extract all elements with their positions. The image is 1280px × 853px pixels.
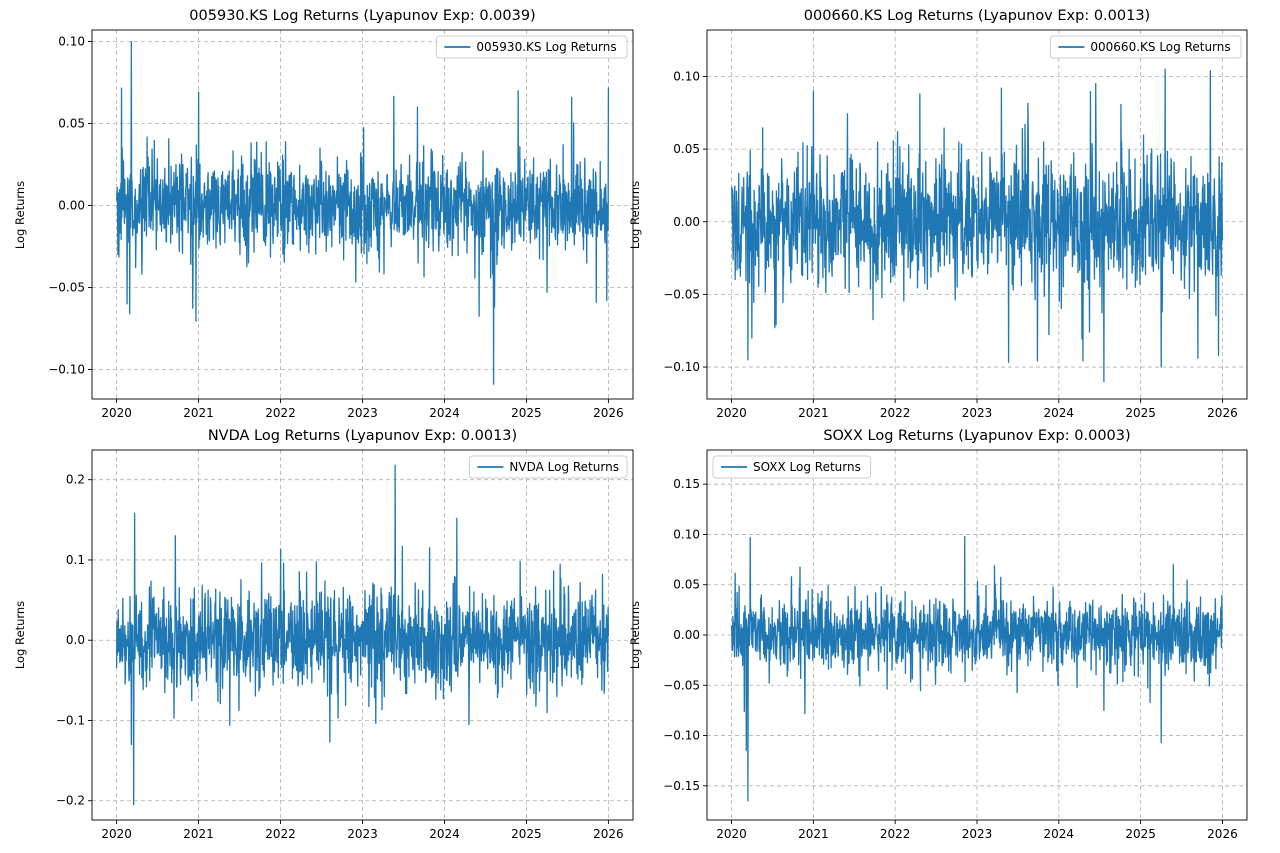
series-line	[115, 40, 610, 385]
y-tick-label: −0.10	[48, 362, 85, 376]
chart-title: 005930.KS Log Returns (Lyapunov Exp: 0.0…	[189, 8, 536, 24]
legend-label: SOXX Log Returns	[753, 460, 861, 474]
y-tick-label: 0.10	[673, 527, 700, 541]
x-tick-label: 2020	[716, 406, 747, 420]
x-tick-label: 2025	[1125, 827, 1156, 841]
legend-label: 005930.KS Log Returns	[476, 40, 616, 54]
x-tick-label: 2024	[1044, 406, 1075, 420]
legend-box	[712, 455, 872, 479]
y-tick-label: −0.10	[663, 360, 700, 374]
x-tick-label: 2022	[880, 827, 911, 841]
x-tick-label: 2023	[347, 827, 378, 841]
x-tick-label: 2020	[716, 827, 747, 841]
legend-label: 000660.KS Log Returns	[1090, 40, 1230, 54]
legend: 005930.KS Log Returns	[435, 35, 628, 59]
y-tick-label: −0.05	[663, 287, 700, 301]
legend: NVDA Log Returns	[468, 455, 628, 479]
legend: SOXX Log Returns	[712, 455, 872, 479]
y-tick-label: 0.00	[673, 215, 700, 229]
x-tick-label: 2025	[511, 827, 542, 841]
x-tick-label: 2021	[798, 406, 829, 420]
legend: 000660.KS Log Returns	[1049, 35, 1242, 59]
legend-label: NVDA Log Returns	[509, 460, 619, 474]
y-tick-label: −0.1	[56, 713, 85, 727]
x-tick-label: 2021	[183, 827, 214, 841]
x-tick-label: 2023	[347, 406, 378, 420]
series-line	[730, 68, 1224, 383]
series-line	[115, 464, 610, 806]
y-tick-label: −0.15	[663, 779, 700, 793]
legend-box	[468, 455, 628, 479]
y-tick-label: 0.00	[673, 628, 700, 642]
series-line	[730, 535, 1224, 802]
y-tick-label: 0.00	[58, 198, 85, 212]
y-tick-label: 0.10	[58, 34, 85, 48]
y-tick-label: 0.0	[66, 633, 85, 647]
chart-title: 000660.KS Log Returns (Lyapunov Exp: 0.0…	[803, 8, 1151, 24]
x-tick-label: 2025	[511, 406, 542, 420]
legend-box	[435, 35, 628, 59]
y-tick-label: 0.1	[66, 553, 85, 567]
x-tick-label: 2026	[593, 406, 624, 420]
y-tick-label: −0.05	[48, 280, 85, 294]
y-tick-label: 0.10	[673, 69, 700, 83]
x-tick-label: 2023	[962, 406, 993, 420]
y-tick-label: −0.10	[663, 729, 700, 743]
x-tick-label: 2024	[429, 406, 460, 420]
x-tick-label: 2026	[1207, 406, 1238, 420]
legend-box	[1049, 35, 1242, 59]
x-tick-label: 2024	[1044, 827, 1075, 841]
y-tick-label: 0.05	[673, 578, 700, 592]
chart-title: NVDA Log Returns (Lyapunov Exp: 0.0013)	[207, 428, 518, 444]
x-tick-label: 2021	[798, 827, 829, 841]
x-tick-label: 2025	[1125, 406, 1156, 420]
chart-title: SOXX Log Returns (Lyapunov Exp: 0.0003)	[823, 428, 1131, 444]
y-tick-label: −0.2	[56, 794, 85, 808]
x-tick-label: 2020	[101, 827, 132, 841]
y-tick-label: 0.2	[66, 473, 85, 487]
y-tick-label: 0.05	[673, 142, 700, 156]
x-tick-label: 2021	[183, 406, 214, 420]
x-tick-label: 2026	[1207, 827, 1238, 841]
x-tick-label: 2024	[429, 827, 460, 841]
y-tick-label: 0.15	[673, 477, 700, 491]
x-tick-label: 2026	[593, 827, 624, 841]
y-tick-label: −0.05	[663, 678, 700, 692]
x-tick-label: 2023	[962, 827, 993, 841]
x-tick-label: 2020	[101, 406, 132, 420]
x-tick-label: 2022	[265, 406, 296, 420]
y-tick-label: 0.05	[58, 116, 85, 130]
x-tick-label: 2022	[265, 827, 296, 841]
x-tick-label: 2022	[880, 406, 911, 420]
